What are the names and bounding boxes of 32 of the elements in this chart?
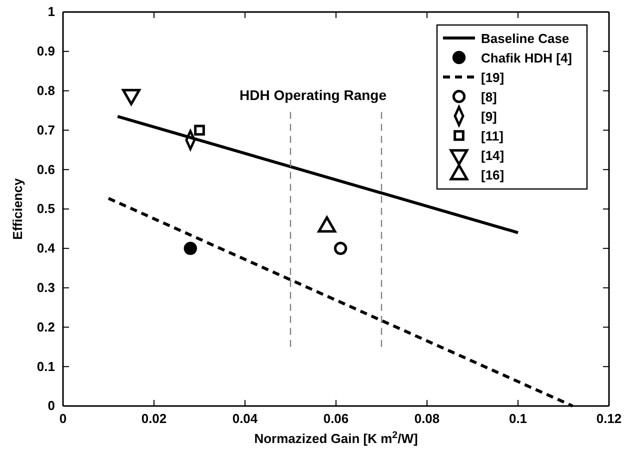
x-tick-label: 0.04 — [232, 411, 258, 426]
x-tick-label: 0.12 — [596, 411, 622, 426]
x-tick-label: 0.06 — [323, 411, 349, 426]
y-tick-label: 0.8 — [36, 82, 55, 98]
y-tick-label: 0.7 — [36, 122, 55, 138]
y-tick-label: 0 — [48, 398, 55, 414]
y-tick-label: 0.9 — [36, 44, 55, 59]
legend-label: [8] — [481, 90, 497, 104]
y-tick-label: 0.2 — [36, 319, 55, 334]
y-tick-label: 0.3 — [36, 280, 55, 295]
legend-label: [14] — [481, 148, 504, 163]
legend-label: Baseline Case — [481, 31, 570, 46]
legend-label: [16] — [481, 168, 504, 182]
y-tick-label: 0.6 — [36, 162, 55, 177]
legend-label: [19] — [481, 70, 504, 85]
annotation: HDH Operating Range — [239, 87, 387, 103]
x-tick-label: 0.08 — [414, 411, 440, 426]
legend-label: Chafik HDH [4] — [481, 50, 572, 66]
y-axis-title: Efficiency — [10, 178, 25, 240]
x-axis-title: Normazized Gain [K m$^{2}$/W] — [254, 430, 418, 446]
point — [334, 242, 348, 255]
y-tick-label: 0.5 — [36, 201, 55, 216]
legend-label: [11] — [481, 128, 504, 144]
point — [194, 124, 205, 136]
y-tick-label: 0.4 — [36, 240, 56, 256]
y-tick-label: 0.1 — [36, 358, 55, 374]
legend-label: [9] — [481, 109, 497, 124]
point — [184, 242, 197, 255]
y-tick-label: 1 — [48, 4, 55, 20]
x-tick-label: 0 — [59, 411, 67, 426]
x-tick-label: 0.02 — [141, 411, 167, 426]
x-tick-label: 0.1 — [508, 411, 528, 426]
